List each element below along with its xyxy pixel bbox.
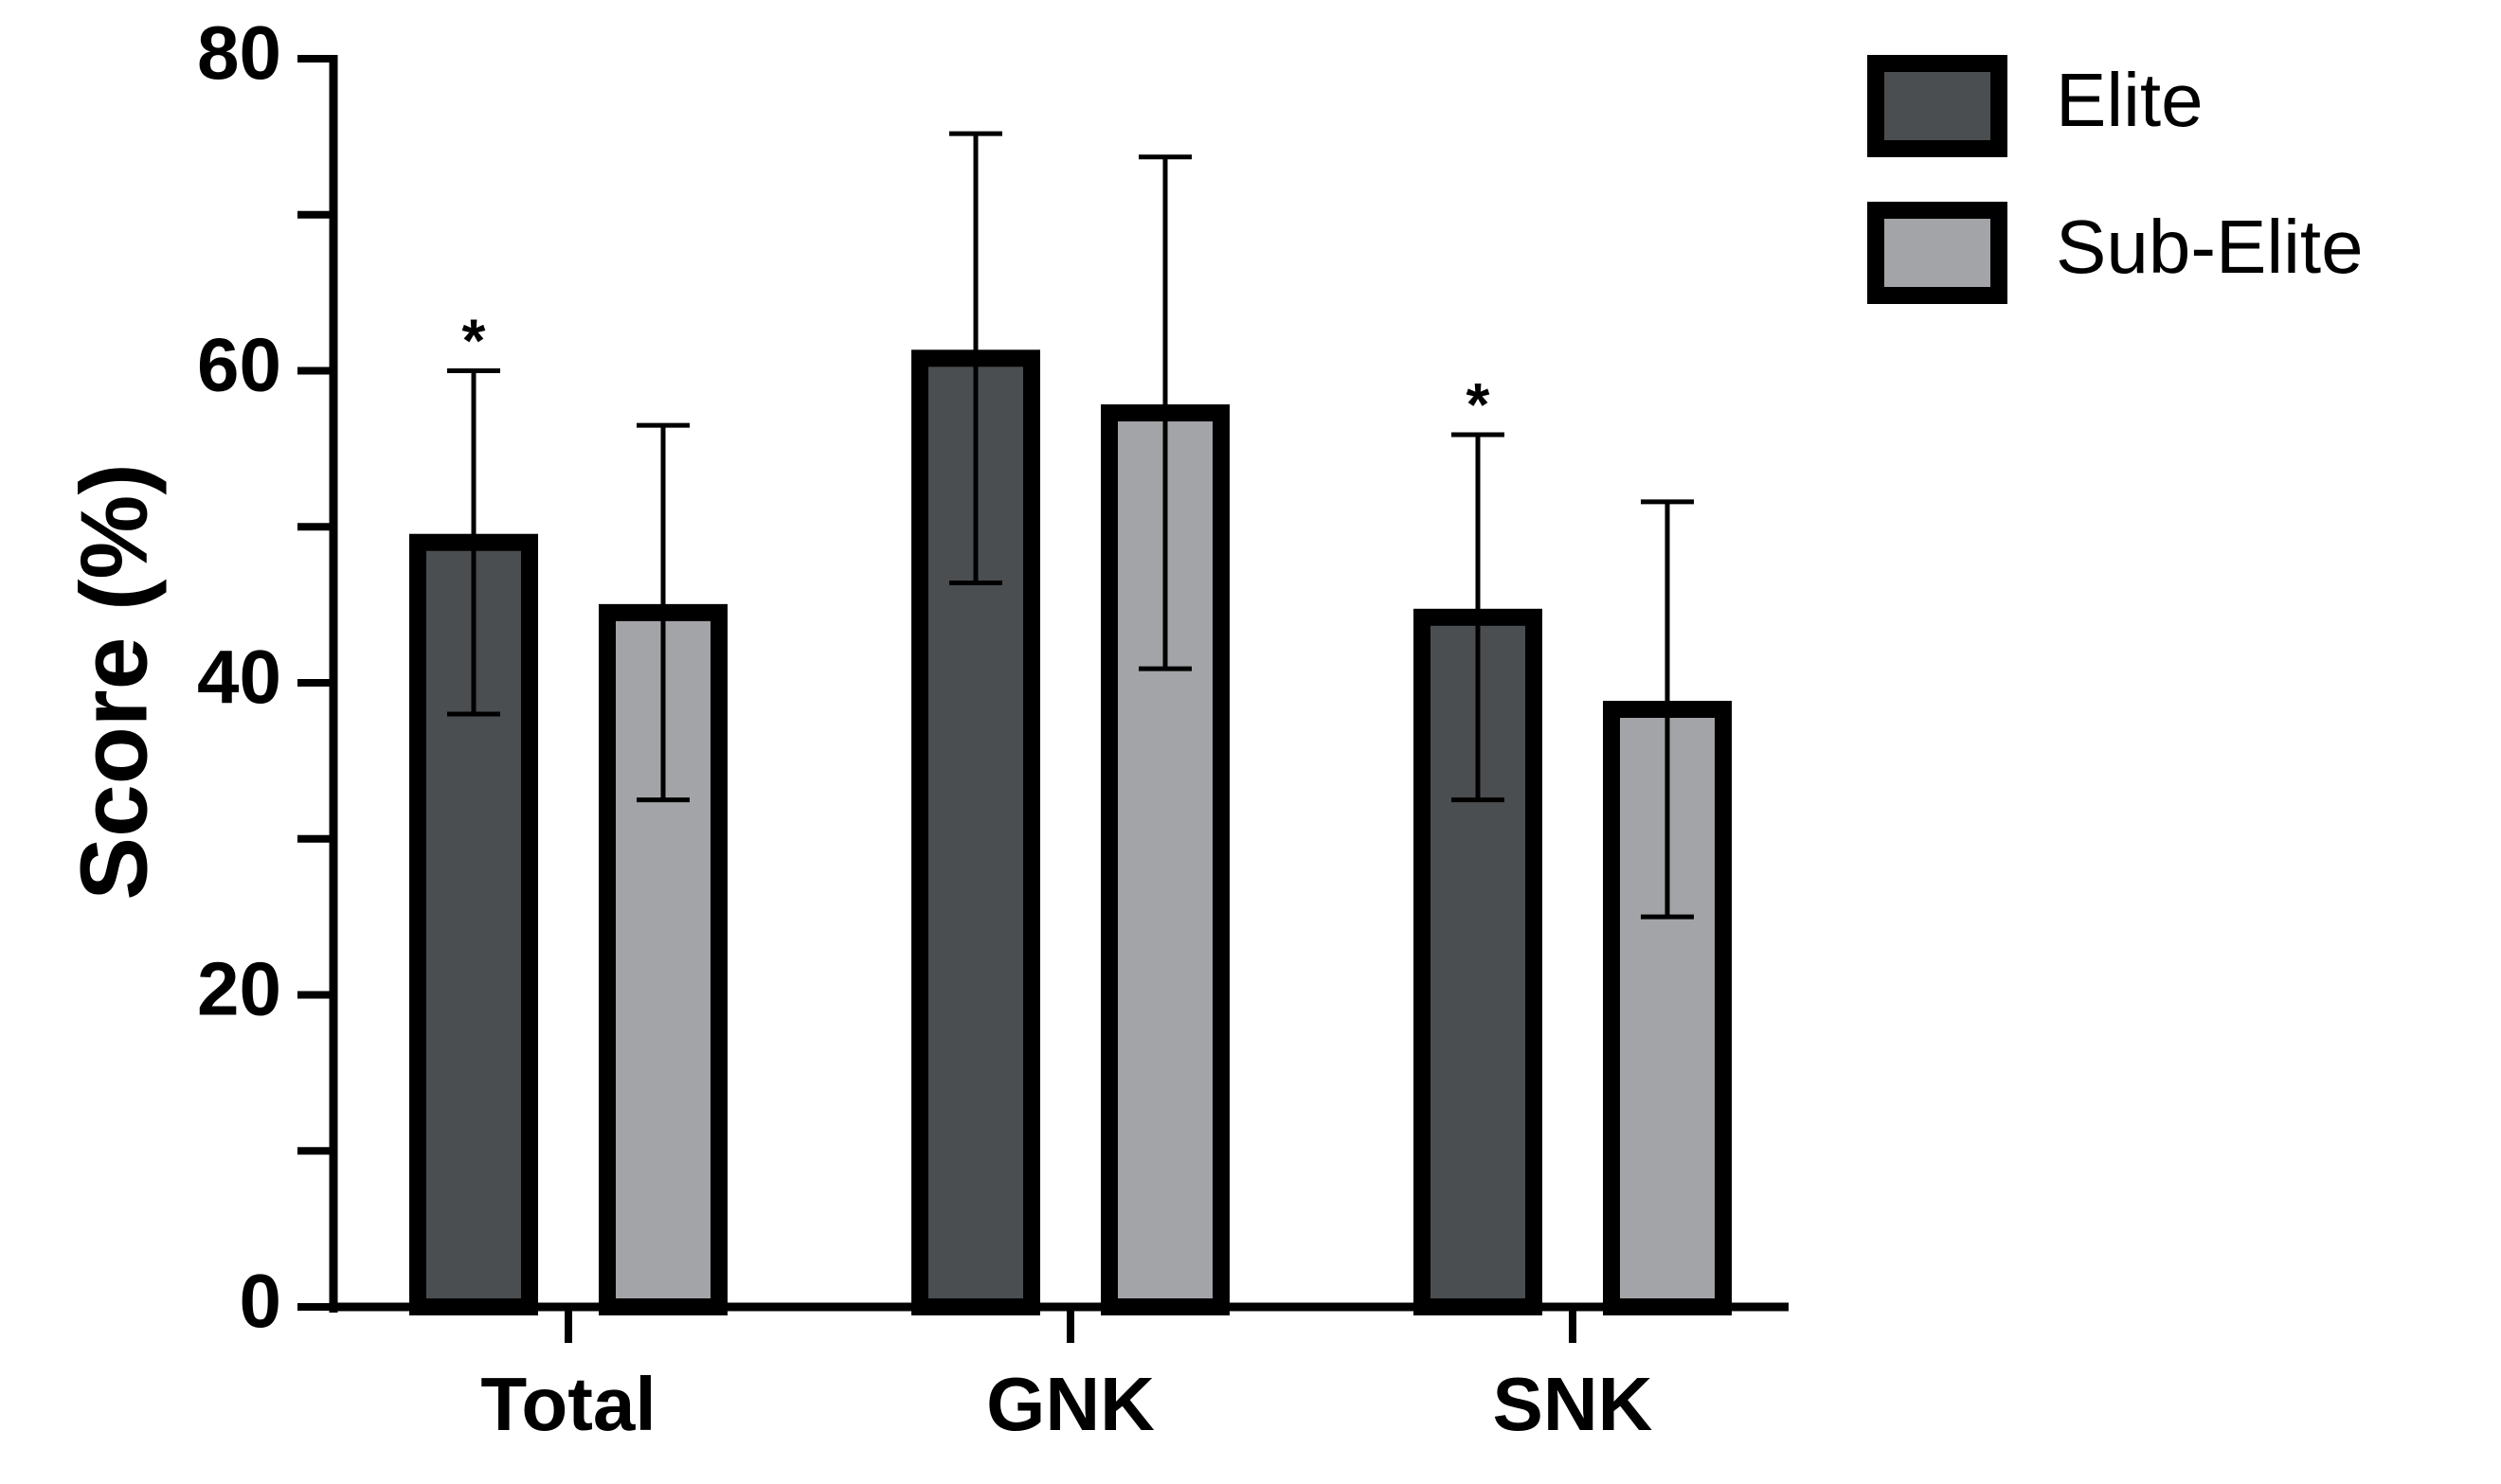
- y-tick-label: 60: [197, 323, 281, 407]
- y-tick-label: 80: [197, 10, 281, 95]
- error-bar-sub-elite-total: [637, 422, 690, 803]
- bar-sub-elite-total: [599, 603, 728, 1315]
- significance-layer: **: [462, 307, 1490, 439]
- legend-label: Sub-Elite: [2056, 205, 2364, 289]
- error-bar-elite-gnk: [949, 131, 1002, 586]
- bars-layer: [409, 349, 1732, 1316]
- axes-layer: [297, 55, 1789, 1343]
- significance-marker: *: [1466, 370, 1490, 438]
- x-category-label: SNK: [1493, 1362, 1653, 1446]
- legend-item-elite: Elite: [1867, 55, 2204, 157]
- legend-label: Elite: [2056, 58, 2204, 142]
- error-bar-elite-total: [447, 368, 500, 717]
- y-tick-label: 20: [197, 947, 281, 1031]
- legend: Elite Sub-Elite: [1867, 55, 2364, 304]
- x-category-label: Total: [480, 1362, 656, 1446]
- y-tick-label: 40: [197, 635, 281, 719]
- error-bar-sub-elite-snk: [1641, 499, 1694, 920]
- labels-layer: 0 20 40 60 80 Total GNK SNK: [197, 10, 1653, 1446]
- significance-marker: *: [462, 307, 486, 375]
- error-bar-elite-snk: [1451, 432, 1504, 803]
- x-category-label: GNK: [986, 1362, 1155, 1446]
- legend-item-sub-elite: Sub-Elite: [1867, 202, 2364, 304]
- error-bars-layer: [447, 131, 1694, 920]
- y-tick-label: 0: [240, 1259, 282, 1343]
- legend-swatch: [1867, 55, 2007, 157]
- legend-swatch: [1867, 202, 2007, 304]
- y-axis-title: Score (%): [61, 463, 167, 900]
- error-bar-sub-elite-gnk: [1139, 154, 1192, 671]
